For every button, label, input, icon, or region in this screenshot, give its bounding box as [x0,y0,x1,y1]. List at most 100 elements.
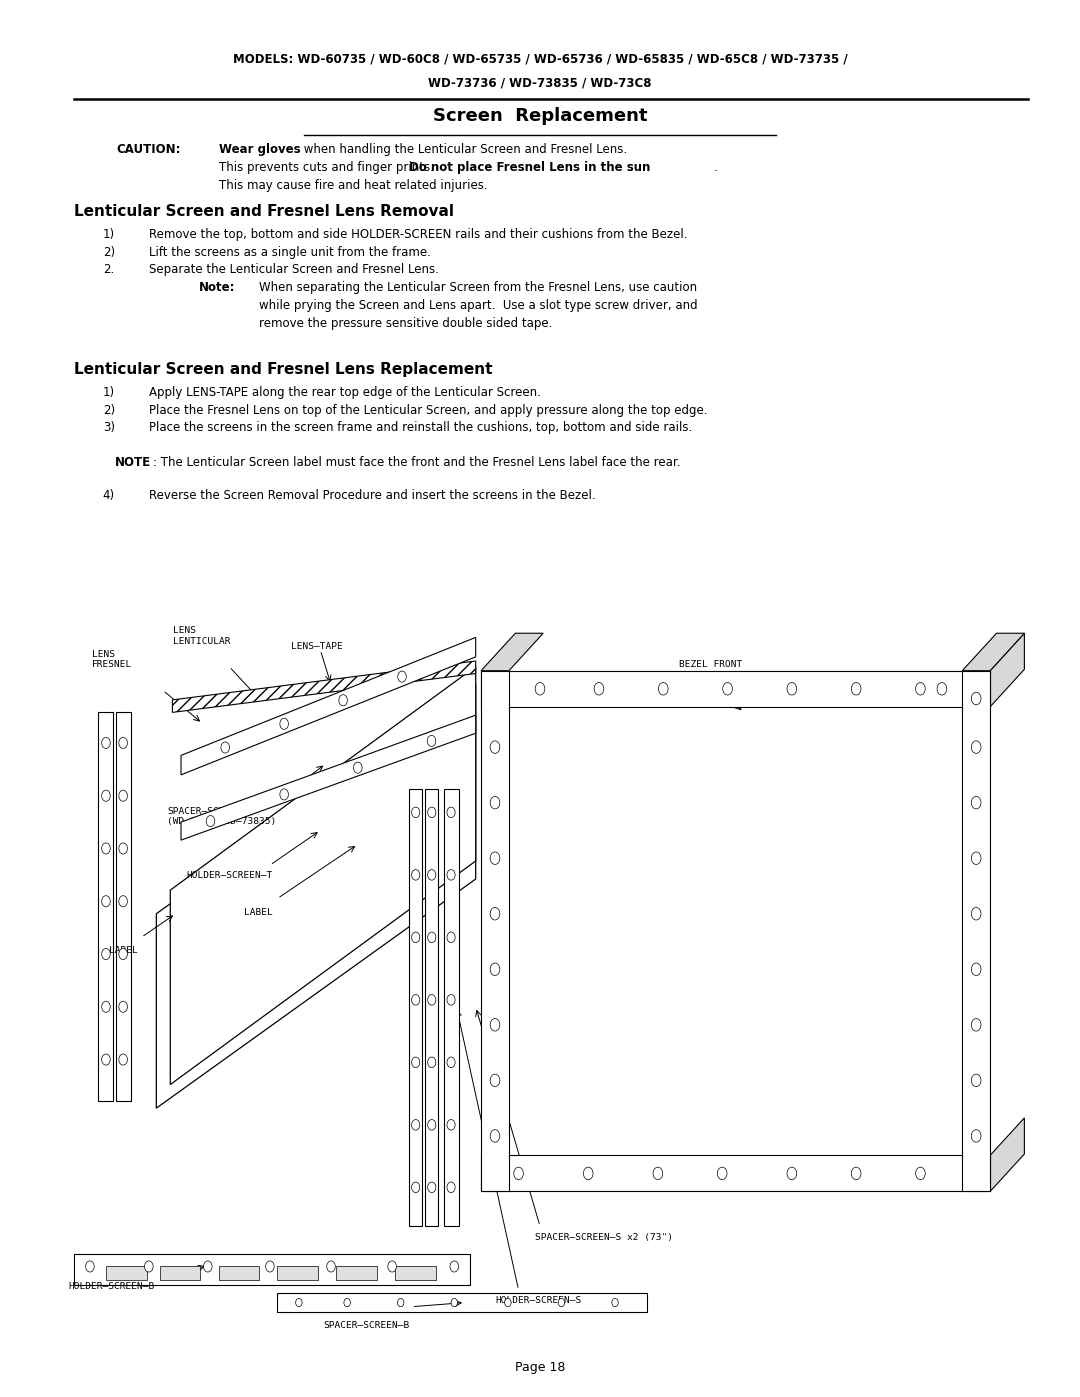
Polygon shape [990,633,1025,707]
Text: LENS–TAPE: LENS–TAPE [292,641,343,651]
Text: When separating the Lenticular Screen from the Fresnel Lens, use caution: When separating the Lenticular Screen fr… [259,281,698,293]
Circle shape [102,895,110,907]
Circle shape [428,735,436,746]
Text: Screen  Replacement: Screen Replacement [433,108,647,124]
Circle shape [203,1261,212,1273]
Circle shape [119,1053,127,1065]
Circle shape [653,1166,663,1179]
Circle shape [583,1166,593,1179]
Circle shape [266,1261,274,1273]
Text: HOLDER–SCREEN–B: HOLDER–SCREEN–B [68,1281,154,1291]
Circle shape [971,963,981,975]
Polygon shape [962,633,1025,671]
Polygon shape [962,671,990,1192]
Circle shape [490,852,500,865]
Polygon shape [990,1118,1025,1192]
Circle shape [428,807,436,817]
Circle shape [102,1002,110,1013]
Polygon shape [409,789,422,1227]
Text: Wear gloves: Wear gloves [218,142,300,156]
Text: while prying the Screen and Lens apart.  Use a slot type screw driver, and: while prying the Screen and Lens apart. … [259,299,698,312]
Polygon shape [481,633,543,671]
Circle shape [916,683,926,696]
Text: LENS
LENTICULAR: LENS LENTICULAR [174,626,231,645]
Text: Separate the Lenticular Screen and Fresnel Lens.: Separate the Lenticular Screen and Fresn… [149,263,438,277]
Circle shape [490,963,500,975]
Polygon shape [73,1255,471,1284]
Circle shape [490,796,500,809]
Circle shape [102,738,110,749]
Circle shape [411,869,420,880]
Polygon shape [171,666,475,1084]
Text: when handling the Lenticular Screen and Fresnel Lens.: when handling the Lenticular Screen and … [300,142,627,156]
Text: Place the screens in the screen frame and reinstall the cushions, top, bottom an: Place the screens in the screen frame an… [149,422,692,434]
Circle shape [447,869,455,880]
Text: 1): 1) [103,228,114,240]
Polygon shape [157,685,475,1108]
Text: Place the Fresnel Lens on top of the Lenticular Screen, and apply pressure along: Place the Fresnel Lens on top of the Len… [149,404,707,416]
Circle shape [428,932,436,943]
Text: Page 18: Page 18 [515,1361,565,1373]
Text: BEZEL FRONT: BEZEL FRONT [679,659,743,669]
Text: Note:: Note: [199,281,235,293]
Circle shape [659,683,669,696]
Circle shape [971,908,981,921]
Circle shape [971,740,981,753]
Circle shape [280,718,288,729]
Text: 2): 2) [103,404,114,416]
Text: Lenticular Screen and Fresnel Lens Removal: Lenticular Screen and Fresnel Lens Remov… [73,204,454,219]
Circle shape [787,683,797,696]
Text: SPACER–SCREEN–T
(WD–65835/WD–73835): SPACER–SCREEN–T (WD–65835/WD–73835) [167,807,276,826]
Circle shape [411,995,420,1004]
Circle shape [971,1130,981,1143]
Circle shape [206,816,215,827]
Circle shape [447,807,455,817]
Polygon shape [173,661,475,712]
Circle shape [971,1074,981,1087]
Polygon shape [116,712,131,1101]
Circle shape [353,763,362,773]
Text: 3): 3) [103,422,114,434]
Circle shape [787,1166,797,1179]
Circle shape [447,932,455,943]
Text: SPACER–SCREEN–S x2 (73"): SPACER–SCREEN–S x2 (73") [535,1234,673,1242]
Circle shape [490,1074,500,1087]
Text: remove the pressure sensitive double sided tape.: remove the pressure sensitive double sid… [259,317,553,330]
Circle shape [145,1261,153,1273]
Polygon shape [444,789,459,1227]
Text: LABEL: LABEL [109,946,138,954]
Circle shape [594,683,604,696]
Polygon shape [481,1155,990,1192]
Circle shape [102,791,110,802]
Text: Apply LENS-TAPE along the rear top edge of the Lenticular Screen.: Apply LENS-TAPE along the rear top edge … [149,386,541,398]
Text: SPACER–SCREEN–B: SPACER–SCREEN–B [324,1320,409,1330]
Circle shape [851,1166,861,1179]
Circle shape [411,1119,420,1130]
Circle shape [119,791,127,802]
Circle shape [723,683,732,696]
Circle shape [85,1261,94,1273]
Text: LENS
FRESNEL: LENS FRESNEL [92,650,132,669]
Text: This may cause fire and heat related injuries.: This may cause fire and heat related inj… [218,179,487,193]
Text: LABEL: LABEL [244,908,273,918]
Circle shape [447,1182,455,1193]
Text: : The Lenticular Screen label must face the front and the Fresnel Lens label fac: : The Lenticular Screen label must face … [153,455,680,469]
Circle shape [447,1119,455,1130]
Circle shape [971,796,981,809]
Circle shape [447,995,455,1004]
Circle shape [450,1261,459,1273]
Text: WD-73736 / WD-73835 / WD-73C8: WD-73736 / WD-73835 / WD-73C8 [429,77,651,89]
Text: HOLDER–SCREEN–S: HOLDER–SCREEN–S [495,1295,581,1305]
Circle shape [221,742,229,753]
Circle shape [514,1166,524,1179]
Text: NOTE: NOTE [114,455,151,469]
Polygon shape [278,1267,319,1281]
Polygon shape [336,1267,377,1281]
Polygon shape [181,637,475,775]
Circle shape [397,671,406,682]
Circle shape [119,1002,127,1013]
Circle shape [119,895,127,907]
Circle shape [327,1261,335,1273]
Polygon shape [160,1267,200,1281]
Text: Reverse the Screen Removal Procedure and insert the screens in the Bezel.: Reverse the Screen Removal Procedure and… [149,489,595,502]
